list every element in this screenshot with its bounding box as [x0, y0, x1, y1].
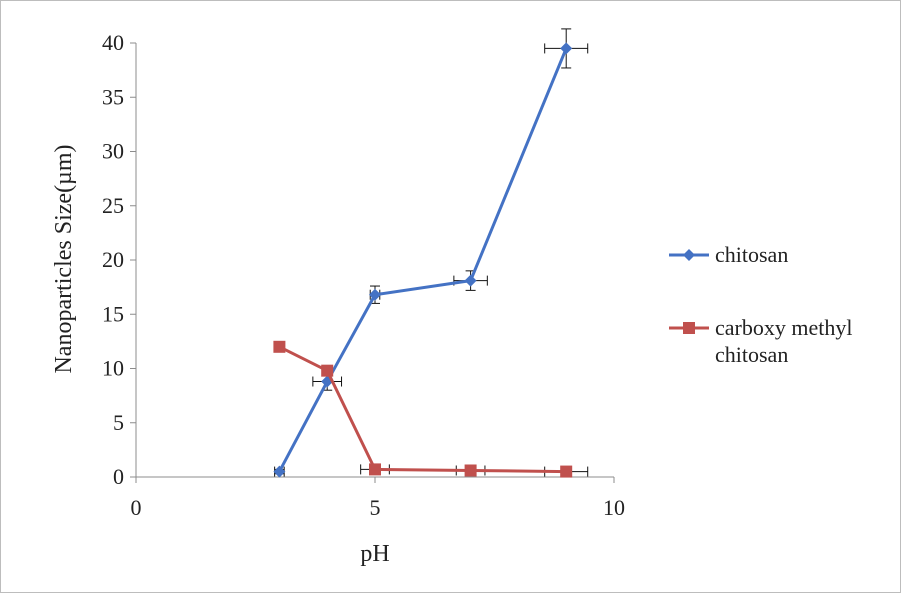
series-carboxy-methyl-chitosan — [273, 340, 589, 478]
data-point-chitosan — [560, 42, 573, 55]
y-tick-label: 15 — [102, 301, 124, 326]
data-point-chitosan — [464, 274, 477, 287]
legend-label-chitosan: chitosan — [715, 242, 788, 267]
y-ticks: 0 5 10 15 20 25 30 35 40 — [102, 30, 136, 489]
legend-item-chitosan: chitosan — [669, 242, 788, 267]
data-point-chitosan — [273, 465, 286, 478]
legend-item-carboxy-methyl-chitosan: carboxy methyl chitosan — [669, 315, 858, 367]
x-ticks: 0 5 10 — [131, 477, 625, 520]
data-point-carboxy-methyl-chitosan — [560, 465, 573, 478]
y-tick-label: 20 — [102, 247, 124, 272]
error-bars-chitosan — [274, 28, 589, 477]
x-tick-label: 5 — [370, 495, 381, 520]
legend-marker-carboxy-methyl-chitosan — [683, 322, 695, 334]
y-tick-label: 40 — [102, 30, 124, 55]
y-tick-label: 5 — [113, 410, 124, 435]
legend-label-carboxy-methyl-chitosan: carboxy methyl chitosan — [715, 315, 858, 367]
y-axis-title: Nanoparticles Size(µm) — [51, 144, 77, 373]
x-axis-title: pH — [360, 541, 389, 567]
legend-marker-chitosan — [683, 249, 695, 261]
data-point-carboxy-methyl-chitosan — [464, 464, 477, 477]
y-tick-label: 35 — [102, 84, 124, 109]
data-point-chitosan — [369, 288, 381, 301]
data-point-carboxy-methyl-chitosan — [321, 364, 334, 377]
legend: chitosan carboxy methyl chitosan — [669, 242, 858, 367]
y-tick-label: 10 — [102, 356, 124, 381]
y-tick-label: 25 — [102, 193, 124, 218]
series-layer — [273, 28, 589, 478]
x-tick-label: 10 — [603, 495, 625, 520]
data-point-carboxy-methyl-chitosan — [273, 340, 286, 353]
x-tick-label: 0 — [131, 495, 142, 520]
series-chitosan — [273, 28, 589, 478]
series-line-chitosan — [278, 47, 568, 473]
y-tick-label: 30 — [102, 139, 124, 164]
data-point-carboxy-methyl-chitosan — [369, 463, 381, 476]
y-tick-label: 0 — [113, 464, 124, 489]
